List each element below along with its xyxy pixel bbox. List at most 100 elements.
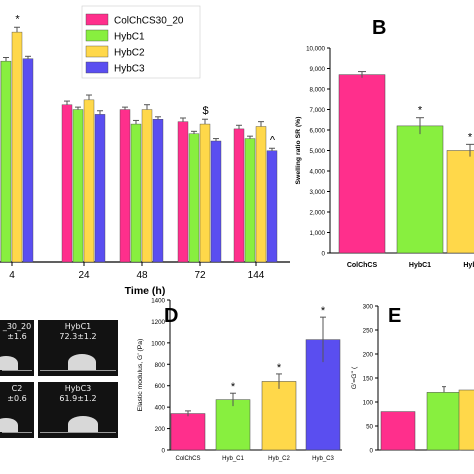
panel-e-bar — [458, 389, 474, 451]
panel-a-bar — [0, 60, 12, 263]
panel-a-annotation: ^ — [270, 134, 276, 146]
panel-b-category-label: HybC1 — [409, 262, 431, 269]
panel-b-bar — [396, 125, 444, 254]
panel-b-ylabel: Swelling ratio SR (%) — [295, 117, 302, 185]
contact-angle-photo-2: HybC1 72.3±1.2 — [38, 320, 118, 376]
panel-a-bar — [210, 140, 222, 263]
panel-d-bar — [215, 399, 251, 451]
panel-d-tick-label: 0 — [162, 448, 166, 455]
panel-a-bar — [199, 123, 211, 263]
panel-a-bar — [72, 109, 84, 263]
panel-d-tick-label: 600 — [155, 383, 166, 390]
panel-b-tick-label: 3,000 — [310, 189, 326, 196]
panel-a-bar — [22, 58, 34, 263]
panel-e-tick-label: 0 — [370, 448, 374, 455]
panel-a-bar — [152, 119, 164, 263]
panel-a-bar — [83, 99, 95, 263]
photo-2-label-bottom: 72.3±1.2 — [59, 332, 97, 341]
photo-2-label-top: HybC1 — [64, 322, 92, 331]
panel-a-tick-label: 72 — [194, 270, 206, 281]
panel-d-bar — [261, 381, 297, 451]
photo-3-label-top: C2 — [11, 384, 23, 393]
panel-b-bar — [446, 150, 474, 254]
panel-b-tick-label: 2,000 — [310, 210, 326, 217]
photo-1-label-bottom: ±1.6 — [7, 332, 27, 341]
panel-a-annotation: $ — [202, 105, 208, 117]
panel-b-annotation: * — [468, 131, 473, 143]
panel-a-bar — [177, 121, 189, 263]
panel-a-bar — [233, 128, 245, 263]
panel-e-bar — [380, 411, 416, 451]
panel-b-tick-label: 0 — [322, 251, 326, 258]
panel-d-ylabel: Elastic modulus, G' (Pa) — [137, 339, 144, 412]
legend-swatch — [85, 61, 109, 74]
legend-swatch — [85, 29, 109, 42]
panel-a-bar — [141, 109, 153, 263]
panel-e-tick-label: 300 — [363, 304, 374, 311]
panel-e-letter: E — [388, 305, 401, 327]
droplet — [68, 354, 96, 370]
panel-d-category-label: Hyb_C1 — [222, 456, 244, 462]
panel-b-tick-label: 9,000 — [310, 66, 326, 73]
photo-3-label-bottom: ±0.6 — [7, 394, 27, 403]
panel-e-tick-label: 200 — [363, 352, 374, 359]
panel-a-tick-label: 144 — [248, 270, 265, 281]
panel-d-tick-label: 400 — [155, 405, 166, 412]
droplet — [0, 418, 18, 432]
panel-b-category-label: ColChCS — [347, 262, 378, 269]
panel-b-annotation: * — [418, 105, 423, 117]
photo-4-label-bottom: 61.9±1.2 — [59, 394, 97, 403]
panel-e-tick-label: 150 — [363, 376, 374, 383]
panel-e-ylabel: G'=G'' ( — [351, 366, 358, 389]
contact-angle-photo-4: HybC3 61.9±1.2 — [38, 382, 118, 438]
panel-d-tick-label: 800 — [155, 362, 166, 369]
panel-d-letter: D — [164, 305, 178, 327]
photo-4-label-top: HybC3 — [64, 384, 92, 393]
surface-line — [2, 432, 32, 433]
panel-a-bar — [11, 31, 23, 263]
droplet — [68, 416, 98, 432]
panel-a-annotation: * — [15, 13, 20, 25]
panel-d-tick-label: 200 — [155, 426, 166, 433]
surface-line — [40, 370, 116, 371]
contact-angle-photo-1: _30_20 ±1.6 — [0, 320, 34, 376]
panel-a-bar — [188, 133, 200, 263]
panel-a-tick-label: 4 — [9, 270, 15, 281]
panel-a-bar — [61, 104, 73, 263]
panel-a-bar — [266, 150, 278, 263]
panel-b-letter: B — [372, 17, 386, 39]
legend-swatch — [85, 45, 109, 58]
panel-b-tick-label: 7,000 — [310, 107, 326, 114]
panel-b-tick-label: 8,000 — [310, 87, 326, 94]
panel-b-tick-label: 5,000 — [310, 148, 326, 155]
panel-b-tick-label: 1,000 — [310, 230, 326, 237]
panel-d-category-label: ColChCS — [175, 456, 200, 462]
legend-label: HybC2 — [114, 48, 145, 59]
panel-b-category-label: Hyb — [463, 262, 474, 269]
contact-angle-photo-3: C2 ±0.6 — [0, 382, 34, 438]
panel-d-category-label: Hyb_C3 — [312, 456, 334, 462]
panel-a-bar — [130, 123, 142, 263]
panel-b-tick-label: 10,000 — [306, 46, 325, 53]
panel-a-tick-label: 24 — [78, 270, 90, 281]
droplet — [0, 356, 18, 370]
panel-b-tick-label: 6,000 — [310, 128, 326, 135]
legend-swatch — [85, 13, 109, 26]
panel-d-tick-label: 1400 — [151, 298, 165, 305]
panel-d-annotation: * — [321, 305, 326, 317]
legend-label: HybC3 — [114, 64, 145, 75]
panel-a-tick-label: 48 — [136, 270, 148, 281]
panel-d-annotation: * — [231, 381, 236, 393]
panel-d-category-label: Hyb_C2 — [268, 456, 290, 462]
panel-a-xlabel: Time (h) — [125, 285, 166, 297]
panel-e-tick-label: 100 — [363, 400, 374, 407]
panel-e-bar — [426, 392, 462, 451]
photo-1-label-top: _30_20 — [2, 322, 32, 331]
legend-label: HybC1 — [114, 32, 145, 43]
panel-b-tick-label: 4,000 — [310, 169, 326, 176]
panel-b-bar — [338, 74, 386, 254]
panel-a-bar — [119, 109, 131, 263]
panel-d-annotation: * — [277, 362, 282, 374]
panel-a-bar — [94, 114, 106, 263]
